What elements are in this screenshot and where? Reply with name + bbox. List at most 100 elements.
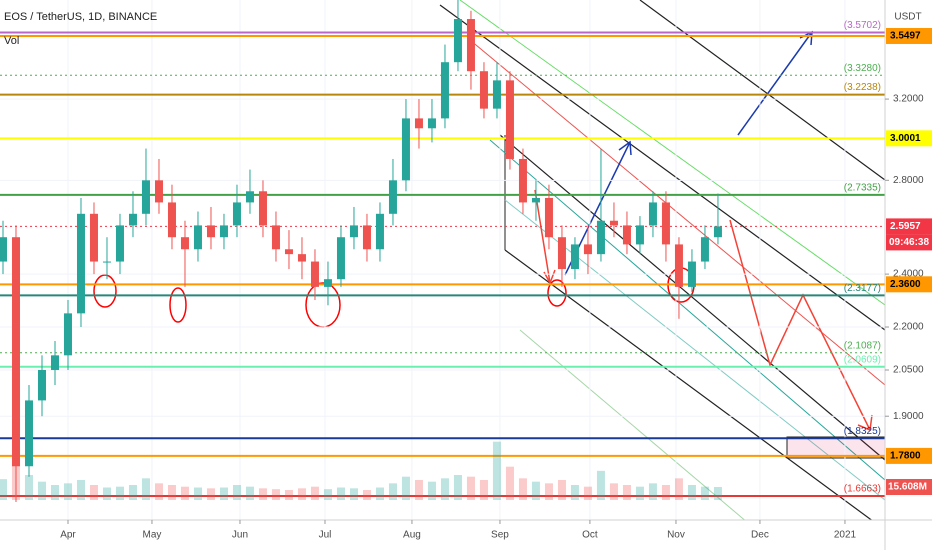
volume-bar [583,486,592,500]
y-tick-label: 2.4000 [893,269,924,280]
volume-bar [128,485,137,500]
x-tick-label: 2021 [834,530,857,541]
volume-label: Vol [4,35,19,47]
price-label: 1.7800 [890,451,921,462]
time-axis [0,520,885,550]
volume-bar [479,480,488,500]
volume-bar [492,441,501,500]
candle-body [24,400,33,467]
volume-bar [258,488,267,500]
candle-body [674,244,683,287]
candle-body [596,220,605,255]
candle-body [505,80,514,159]
axes: 3.2000 2.8000 2.4000 2.2000 2.0500 1.9000 Apr M… [60,20,932,541]
volume-bar [336,487,345,500]
volume-bar [570,485,579,500]
candle-body [492,80,501,109]
candle-body [700,237,709,262]
x-tick-label: Jul [319,530,332,541]
y-tick-label: 2.2000 [893,322,924,333]
candle-body [440,62,449,119]
candle-body [128,213,137,226]
volume-bar [284,490,293,500]
volume-label-box [886,478,932,495]
candle-body [375,213,384,250]
volume-bar [115,486,124,500]
x-tick-label: Jun [232,530,248,541]
volume-bar [232,485,241,500]
volume-bar [76,480,85,500]
volume-bar [323,489,332,500]
candle-body [557,237,566,270]
volume-bar [102,487,111,500]
volume-bar [50,485,59,500]
candle-body [63,313,72,356]
candle-body [648,202,657,226]
volume-bar [635,486,644,500]
volume-bar [648,483,657,500]
volume-bar [557,480,566,500]
volume-bar [687,485,696,500]
volume-bar [622,485,631,500]
candle-body [141,180,150,214]
candle-body [687,261,696,287]
level-label: (3.5702) [844,20,881,31]
level-label: (2.1087) [844,340,881,351]
volume-bar [544,483,553,500]
candle-body [635,225,644,245]
volume-bar [388,483,397,500]
volume-bar [0,479,7,500]
x-tick-label: May [143,530,162,541]
level-label: (2.0609) [844,354,881,365]
volume-bar [466,476,475,500]
candle-body [401,118,410,181]
volume-bar [596,470,605,500]
price-label-box [886,447,932,464]
candle-body [76,213,85,314]
candle-body [284,249,293,255]
candle-body [544,197,553,238]
level-label: (2.3177) [844,283,881,294]
candle-body [271,225,280,250]
volume-bar [401,476,410,500]
volume-bar [37,481,46,500]
volume-bar [713,486,722,500]
y-tick-label: 3.2000 [893,94,924,105]
candle-body [297,254,306,262]
candle-body [323,279,332,287]
candle-body [37,369,46,401]
candle-body [336,237,345,280]
volume-bar [362,490,371,500]
price-label: 2.3600 [890,279,921,290]
volume-bar [674,478,683,500]
candle-body [193,225,202,250]
candle-body [11,237,20,467]
y-tick-label: 1.9000 [893,411,924,422]
candle-body [349,225,358,238]
y-tick-label: 2.8000 [893,175,924,186]
candle-body [583,244,592,255]
candle-body [531,197,540,203]
volume-bar [453,475,462,500]
candle-body [713,226,722,238]
volume-bar [63,483,72,500]
volume-bar [427,481,436,500]
candle-body [466,19,475,72]
level-label: (2.7335) [844,183,881,194]
volume-bar [206,488,215,500]
volume-bar [310,486,319,500]
candle-body [661,202,670,245]
candle-body [167,202,176,238]
x-tick-label: Oct [582,530,598,541]
candle-body [427,118,436,129]
volume-bar [440,478,449,500]
price-label-box [886,130,932,147]
candle-body [479,71,488,109]
level-label: (1.8325) [844,426,881,437]
volume-bar [154,483,163,500]
candle-body [518,158,527,203]
volume-bar [505,466,514,500]
volume-bar [141,478,150,500]
volume-bar [609,483,618,500]
